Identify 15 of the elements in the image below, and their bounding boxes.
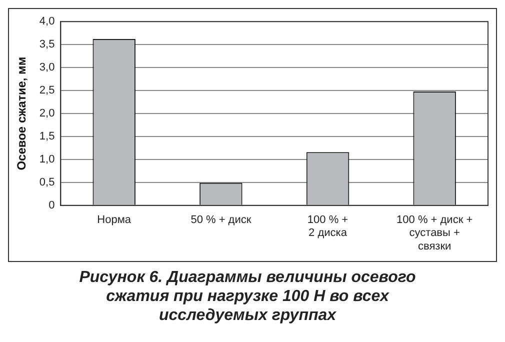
y-tick-label: 4,0 bbox=[39, 16, 55, 28]
x-tick-label: 50 % + диск bbox=[190, 214, 252, 226]
text: Рисунок 6. Диаграммы величины осевого сжатия при нагрузке 100 Н во всех исследуемых группах bbox=[78, 268, 417, 325]
x-tick-label: 100 % + 2 диска bbox=[307, 214, 348, 240]
y-tick-label: 0 bbox=[48, 199, 55, 212]
y-tick-label: 3,5 bbox=[39, 38, 55, 51]
y-tick-label: 1,0 bbox=[39, 153, 55, 166]
x-tick-label: Норма bbox=[97, 214, 132, 226]
y-axis-title: Осевое сжатие, мм bbox=[14, 56, 29, 170]
y-tick-label: 2,5 bbox=[39, 84, 55, 97]
y-tick-label: 1,5 bbox=[39, 130, 55, 143]
y-tick-label: 0,5 bbox=[39, 176, 55, 188]
x-tick-label: 100 % + диск + суставы + связки bbox=[396, 214, 473, 252]
y-tick-label: 3,0 bbox=[39, 62, 55, 74]
y-tick-label: 2,0 bbox=[39, 108, 55, 120]
